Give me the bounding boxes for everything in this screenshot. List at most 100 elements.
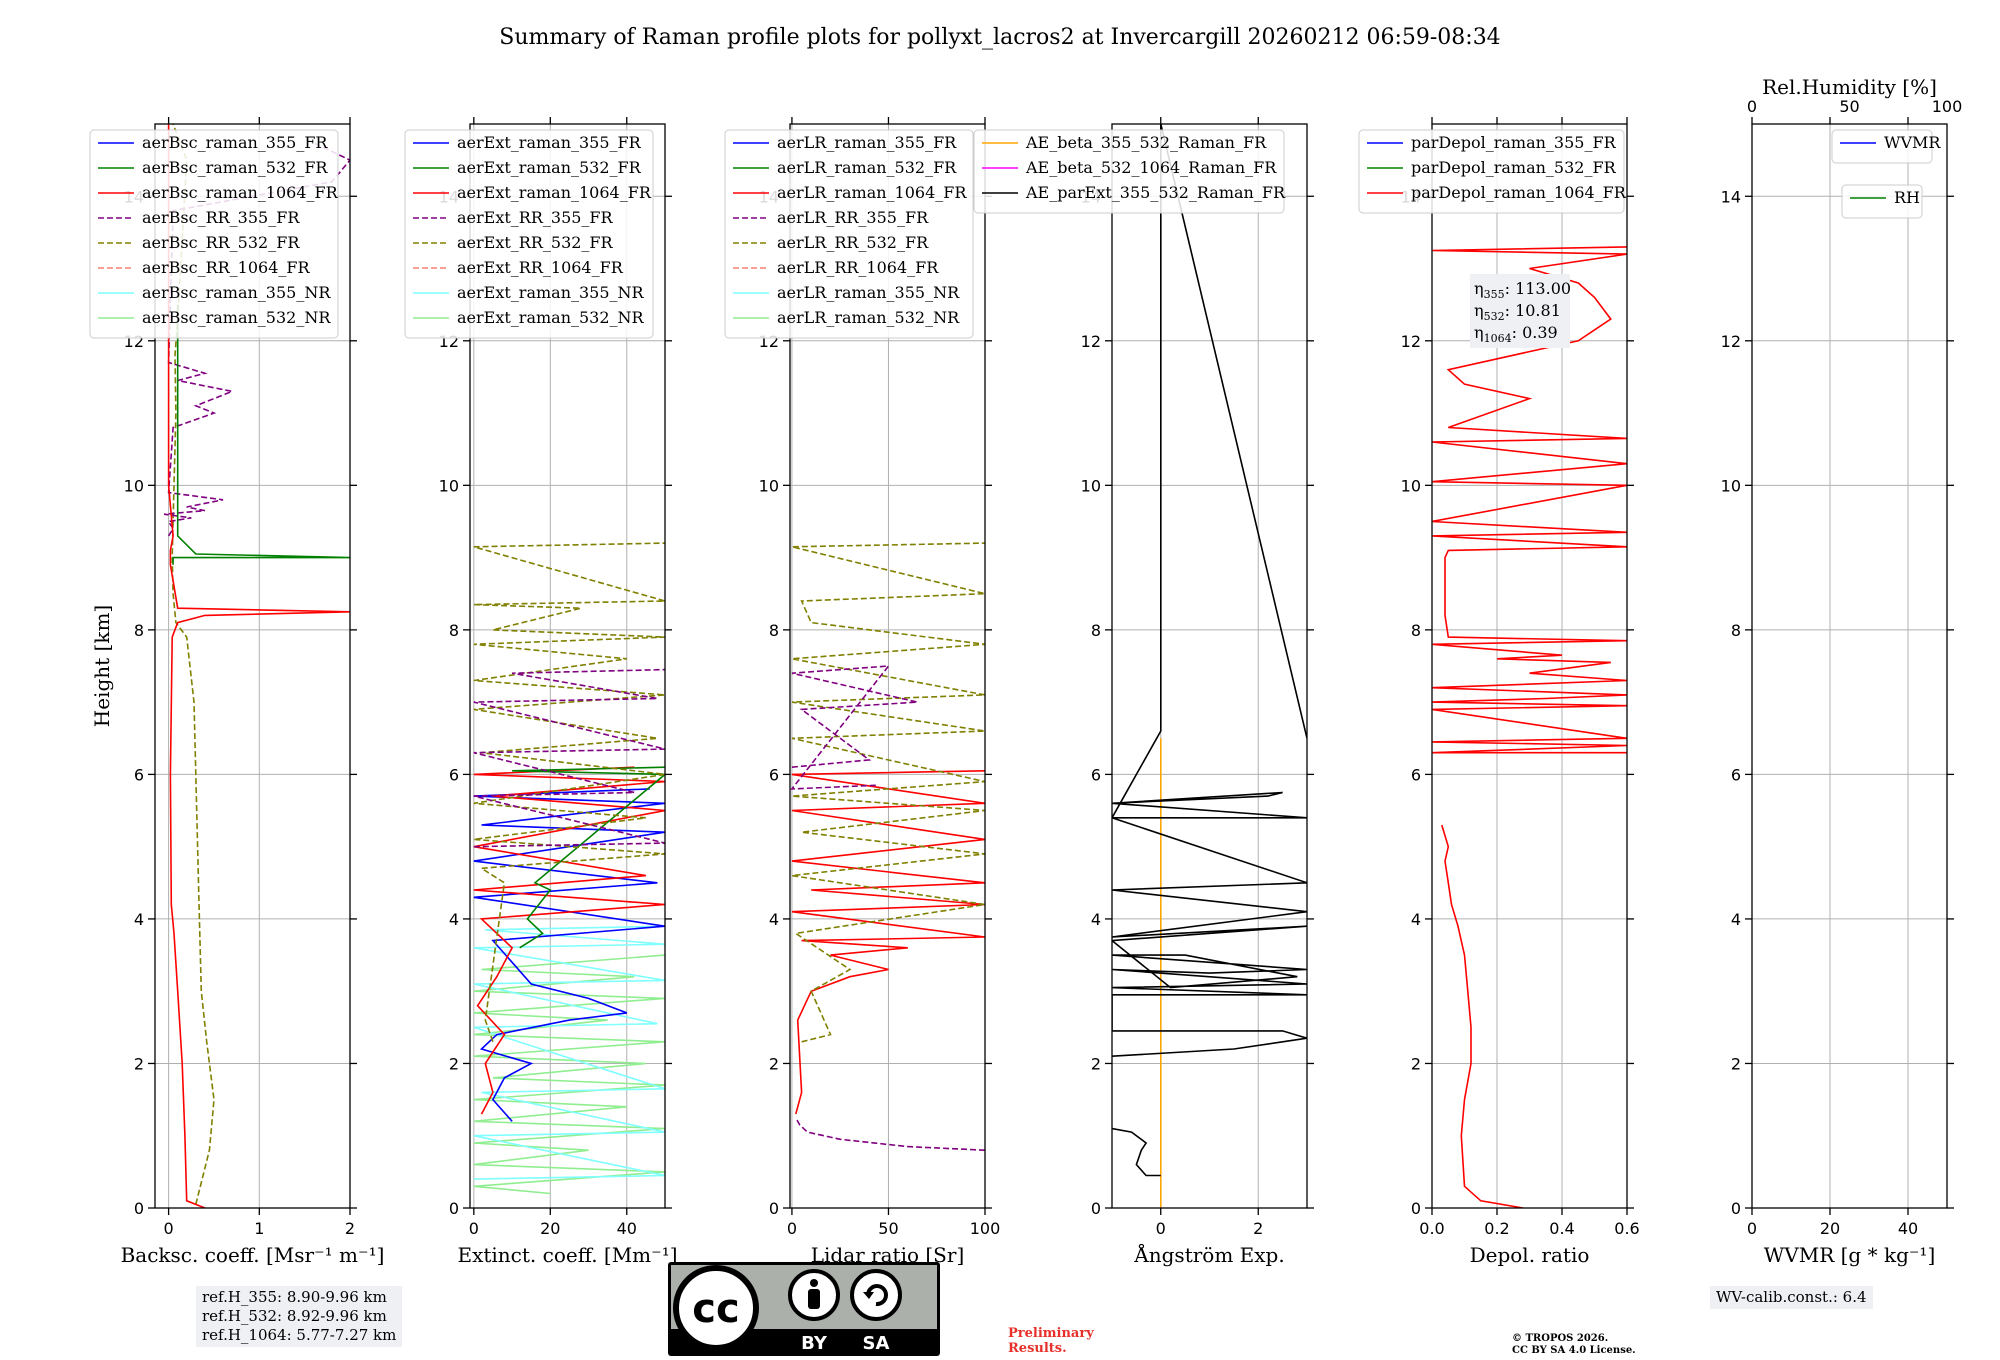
x-tick-label: 0 bbox=[1747, 1219, 1757, 1238]
axes-frame bbox=[154, 123, 351, 1209]
top-axis-label: Rel.Humidity [%] bbox=[1762, 75, 1937, 99]
copyright-note: © TROPOS 2026. CC BY SA 4.0 License. bbox=[1512, 1333, 1636, 1357]
legend-entry: AE_beta_532_1064_Raman_FR bbox=[1025, 158, 1277, 177]
x-tick-label: 0 bbox=[164, 1219, 174, 1238]
panels: 01202468101214Backsc. coeff. [Msr⁻¹ m⁻¹]… bbox=[89, 75, 1963, 1267]
legend-entry: AE_beta_355_532_Raman_FR bbox=[1025, 133, 1267, 152]
y-tick-label: 10 bbox=[1081, 476, 1101, 495]
legend-entry: aerLR_RR_532_FR bbox=[777, 233, 929, 252]
legend-entry: parDepol_raman_532_FR bbox=[1411, 158, 1617, 177]
y-tick-label: 6 bbox=[1411, 765, 1421, 784]
series-aerExt_raman_532_FR bbox=[512, 766, 665, 949]
legend-entry: aerExt_raman_532_FR bbox=[457, 158, 642, 177]
legend-entry: aerBsc_raman_1064_FR bbox=[142, 183, 339, 202]
series-aerLR_RR_355_FR bbox=[795, 1117, 985, 1151]
legend-rh: RH bbox=[1841, 184, 1923, 219]
series-aerExt_raman_532_NR bbox=[473, 954, 665, 1195]
x-tick-label: 50 bbox=[878, 1219, 898, 1238]
legend-entry: RH bbox=[1894, 188, 1920, 207]
axes-frame bbox=[469, 123, 666, 1209]
legend-wvmr: WVMR bbox=[1831, 129, 1941, 164]
series-aerBsc_raman_1064_FR bbox=[167, 124, 350, 1208]
legend: aerBsc_raman_355_FR aerBsc_raman_532_FRae… bbox=[89, 129, 339, 339]
legend: AE_beta_355_532_Raman_FR AE_beta_532_1064… bbox=[973, 129, 1286, 214]
legend-entry: aerLR_raman_1064_FR bbox=[777, 183, 967, 202]
legend-entry: aerExt_raman_355_FR bbox=[457, 133, 642, 152]
x-tick-label: 1 bbox=[254, 1219, 264, 1238]
y-tick-label: 0 bbox=[449, 1199, 459, 1218]
panel-bsc: 01202468101214Backsc. coeff. [Msr⁻¹ m⁻¹]… bbox=[89, 117, 385, 1267]
axes-frame bbox=[789, 123, 986, 1209]
series-aerExt_raman_355_FR bbox=[473, 788, 665, 1122]
eta-line: η355: 113.00 bbox=[1474, 279, 1571, 301]
series-group bbox=[1112, 124, 1307, 1208]
eta-line: η532: 10.81 bbox=[1474, 301, 1561, 323]
series-group bbox=[1432, 246, 1627, 1208]
x-tick-label: 2 bbox=[1253, 1219, 1263, 1238]
figure-title: Summary of Raman profile plots for polly… bbox=[499, 25, 1500, 50]
x-tick-label: 100 bbox=[970, 1219, 1001, 1238]
x-axis-label: Backsc. coeff. [Msr⁻¹ m⁻¹] bbox=[121, 1243, 385, 1267]
legend-entry: aerLR_raman_532_NR bbox=[777, 308, 960, 327]
sa-share-icon bbox=[850, 1269, 902, 1321]
y-tick-label: 8 bbox=[1411, 621, 1421, 640]
x-axis-label: WVMR [g * kg⁻¹] bbox=[1764, 1243, 1936, 1267]
series-AE_parExt_355_532_Raman_FR bbox=[1112, 124, 1307, 1057]
y-tick-label: 10 bbox=[1401, 476, 1421, 495]
cc-text: cc bbox=[692, 1286, 739, 1332]
legend-entry: aerLR_raman_532_FR bbox=[777, 158, 957, 177]
y-tick-label: 12 bbox=[1081, 332, 1101, 351]
x-axis-label: Extinct. coeff. [Mm⁻¹] bbox=[457, 1243, 677, 1267]
panel-ae: 0202468101214Ångström Exp.AE_beta_355_53… bbox=[973, 117, 1314, 1267]
legend-entry: aerBsc_RR_355_FR bbox=[142, 208, 300, 227]
preliminary-note: Preliminary Results. bbox=[1008, 1326, 1094, 1356]
y-tick-label: 10 bbox=[759, 476, 779, 495]
refh-355: ref.H_355: 8.90-9.96 km bbox=[202, 1288, 387, 1306]
x-tick-label: 0.4 bbox=[1549, 1219, 1574, 1238]
y-tick-label: 6 bbox=[449, 765, 459, 784]
y-tick-label: 8 bbox=[449, 621, 459, 640]
preliminary-line-2: Results. bbox=[1008, 1341, 1067, 1356]
copyright-line-2: CC BY SA 4.0 License. bbox=[1512, 1345, 1636, 1356]
series-group bbox=[473, 542, 665, 1195]
x-axis-label: Depol. ratio bbox=[1470, 1243, 1590, 1267]
axes-frame bbox=[1111, 123, 1308, 1209]
legend-entry: aerBsc_raman_532_NR bbox=[142, 308, 331, 327]
legend-frame bbox=[404, 129, 654, 339]
series-parDepol_raman_1064_FR bbox=[1441, 824, 1524, 1208]
top-tick-label: 100 bbox=[1932, 97, 1963, 116]
y-tick-label: 6 bbox=[1091, 765, 1101, 784]
legend-frame bbox=[724, 129, 974, 339]
axes-frame bbox=[1751, 123, 1948, 1209]
refh-1064: ref.H_1064: 5.77-7.27 km bbox=[202, 1326, 397, 1344]
legend-entry: aerBsc_RR_1064_FR bbox=[142, 258, 311, 277]
cc-by-sa-logo: cc BY SA bbox=[668, 1262, 940, 1356]
legend-entry: AE_parExt_355_532_Raman_FR bbox=[1025, 183, 1286, 202]
legend-frame bbox=[973, 129, 1285, 214]
license-by-label: BY bbox=[801, 1333, 828, 1354]
y-tick-label: 10 bbox=[439, 476, 459, 495]
legend-entry: aerLR_RR_1064_FR bbox=[777, 258, 939, 277]
y-tick-label: 6 bbox=[1731, 765, 1741, 784]
series-aerExt_RR_355_FR bbox=[473, 668, 665, 848]
series-aerExt_raman_1064_FR bbox=[473, 766, 665, 1115]
y-tick-label: 0 bbox=[769, 1199, 779, 1218]
x-axis-label: Ångström Exp. bbox=[1133, 1242, 1284, 1267]
legend-frame bbox=[1831, 129, 1933, 164]
x-tick-label: 40 bbox=[1898, 1219, 1918, 1238]
y-tick-label: 6 bbox=[769, 765, 779, 784]
series-aerLR_RR_355_FR bbox=[790, 665, 918, 790]
y-tick-label: 14 bbox=[1721, 187, 1741, 206]
wv-calib-box: WV-calib.const.: 6.4 bbox=[1710, 1286, 1873, 1309]
panel-lr: 05010002468101214Lidar ratio [Sr]aerLR_r… bbox=[724, 117, 1001, 1267]
reference-height-box: ref.H_355: 8.90-9.96 km ref.H_532: 8.92-… bbox=[196, 1286, 403, 1347]
series-group bbox=[790, 542, 985, 1151]
y-tick-label: 2 bbox=[449, 1054, 459, 1073]
series-aerLR_raman_1064_FR bbox=[791, 770, 985, 1115]
y-tick-label: 2 bbox=[1731, 1054, 1741, 1073]
series-AE_parExt_355_532_Raman_FR bbox=[1112, 1127, 1161, 1177]
legend-entry: aerBsc_raman_355_FR bbox=[142, 133, 328, 152]
y-tick-label: 4 bbox=[769, 910, 779, 929]
y-tick-label: 8 bbox=[134, 621, 144, 640]
